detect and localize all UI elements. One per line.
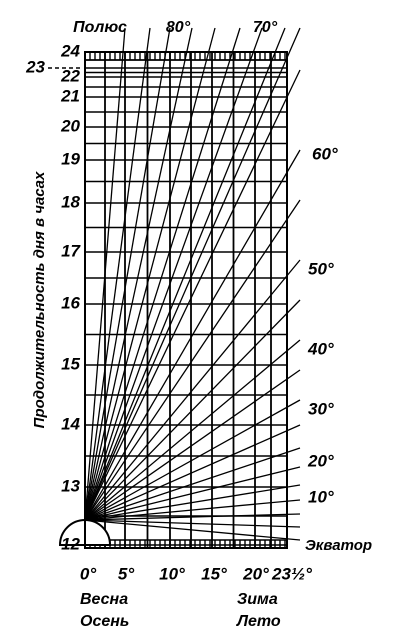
- fan-line: [84, 499, 301, 521]
- season-label: Лето: [236, 613, 281, 630]
- y-label: 24: [60, 41, 80, 60]
- fan-line: [84, 27, 241, 521]
- fan-line: [84, 27, 263, 521]
- fan-line: [84, 69, 301, 521]
- season-label: Осень: [80, 613, 129, 630]
- fan-line: [84, 27, 216, 521]
- y-label: 12: [61, 534, 80, 553]
- y-label: 21: [60, 86, 80, 105]
- x-label: 10°: [159, 564, 185, 583]
- fan-line: [84, 513, 301, 521]
- fan-line: [84, 27, 301, 521]
- y-label: 17: [61, 241, 81, 260]
- fan-line: [84, 369, 301, 521]
- fan-line: [84, 519, 301, 528]
- fan-line: [84, 149, 301, 521]
- y-label: 15: [61, 354, 80, 373]
- fan-line: [84, 27, 151, 521]
- x-label: 0°: [80, 564, 96, 583]
- fan-line: [84, 399, 301, 521]
- fan-line: [84, 27, 193, 521]
- x-label: 5°: [118, 564, 134, 583]
- fan-line: [84, 339, 301, 521]
- season-label: Зима: [237, 591, 278, 608]
- frame: [84, 51, 288, 549]
- y-label: 20: [60, 116, 80, 135]
- right-label: 50°: [308, 259, 334, 278]
- top-label: Полюс: [73, 19, 127, 36]
- fan-line: [84, 424, 301, 521]
- y-label: 19: [61, 149, 80, 168]
- right-label: 10°: [308, 487, 334, 506]
- right-label: 30°: [308, 399, 334, 418]
- top-label: 70°: [253, 19, 278, 36]
- y-label: 22: [60, 66, 80, 85]
- y-label: 23: [25, 57, 45, 76]
- y-label: 18: [61, 192, 80, 211]
- season-label: Весна: [80, 591, 128, 608]
- x-label: 20°: [242, 564, 269, 583]
- fan-line: [84, 27, 286, 521]
- y-label: 13: [61, 476, 80, 495]
- fan-line: [84, 447, 301, 521]
- right-label: 40°: [307, 339, 334, 358]
- right-label: 60°: [312, 144, 338, 163]
- fan-line: [84, 466, 301, 521]
- fan-line: [84, 199, 301, 521]
- x-label: 23½°: [271, 564, 312, 583]
- y-label: 14: [61, 414, 80, 433]
- right-label: 20°: [307, 451, 334, 470]
- fan-line: [84, 519, 301, 541]
- axis-title: Продолжительность дня в часах: [31, 171, 48, 428]
- fan-line: [84, 259, 301, 521]
- fan-line: [84, 27, 171, 521]
- top-label: 80°: [166, 19, 191, 36]
- fan-line: [84, 484, 301, 521]
- right-label: Экватор: [305, 537, 372, 554]
- y-label: 16: [61, 293, 80, 312]
- x-label: 15°: [201, 564, 227, 583]
- fan-line: [84, 299, 301, 521]
- fan-line: [84, 27, 126, 521]
